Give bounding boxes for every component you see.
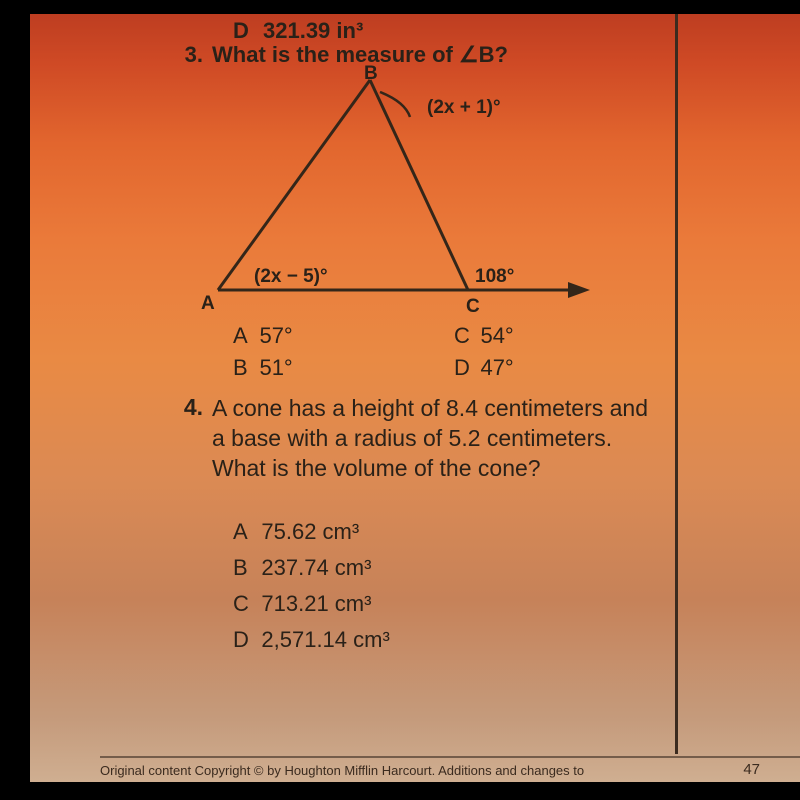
angle-A-label: (2x − 5)° xyxy=(254,266,328,288)
page-number: 47 xyxy=(743,761,760,778)
q3-optA-text: 57° xyxy=(259,323,292,348)
q3-optA: A 57° xyxy=(233,323,293,349)
q3-optD-text: 47° xyxy=(480,355,513,380)
q4-optB-text: 237.74 cm³ xyxy=(261,555,371,580)
q4-optD-text: 2,571.14 cm³ xyxy=(261,627,389,652)
vertex-A-label: A xyxy=(201,293,215,315)
photo-border-left xyxy=(0,0,30,800)
q3-optD: D 47° xyxy=(454,355,514,381)
q2-optD-value: 321.39 in³ xyxy=(263,18,363,44)
q4-optC-text: 713.21 cm³ xyxy=(261,591,371,616)
copyright-text: Original content Copyright © by Houghton… xyxy=(100,763,584,778)
right-column-fragment: A B 8. T ra fo xyxy=(695,0,800,800)
q3-optB-letter: B xyxy=(233,355,255,381)
q3-optC: C 54° xyxy=(454,323,514,349)
column-divider xyxy=(675,14,678,754)
q4-optB-letter: B xyxy=(233,555,255,581)
q4-optA-letter: A xyxy=(233,519,255,545)
q4-optA: A 75.62 cm³ xyxy=(233,518,359,545)
q3-optC-text: 54° xyxy=(480,323,513,348)
vertex-C-label: C xyxy=(466,296,480,318)
q3-optB-text: 51° xyxy=(259,355,292,380)
q4-number: 4. xyxy=(175,394,203,421)
q3-number: 3. xyxy=(175,42,203,68)
q4-optC-letter: C xyxy=(233,591,255,617)
angle-B-label: (2x + 1)° xyxy=(427,97,501,119)
q3-optA-letter: A xyxy=(233,323,255,349)
photo-border-top xyxy=(0,0,800,14)
angle-ext-label: 108° xyxy=(475,266,514,288)
photo-border-bottom xyxy=(0,782,800,800)
q4-optB: B 237.74 cm³ xyxy=(233,554,371,581)
vertex-B-label: B xyxy=(364,63,378,85)
q4-optD: D 2,571.14 cm³ xyxy=(233,626,390,653)
q3-optD-letter: D xyxy=(454,355,476,381)
footer-rule xyxy=(100,756,800,758)
q3-optC-letter: C xyxy=(454,323,476,349)
q4-optC: C 713.21 cm³ xyxy=(233,590,371,617)
q4-optD-letter: D xyxy=(233,627,255,653)
q2-optD-letter: D xyxy=(233,18,249,44)
q4-optA-text: 75.62 cm³ xyxy=(261,519,359,544)
q4-prompt: A cone has a height of 8.4 centimeters a… xyxy=(212,394,652,484)
q3-optB: B 51° xyxy=(233,355,293,381)
